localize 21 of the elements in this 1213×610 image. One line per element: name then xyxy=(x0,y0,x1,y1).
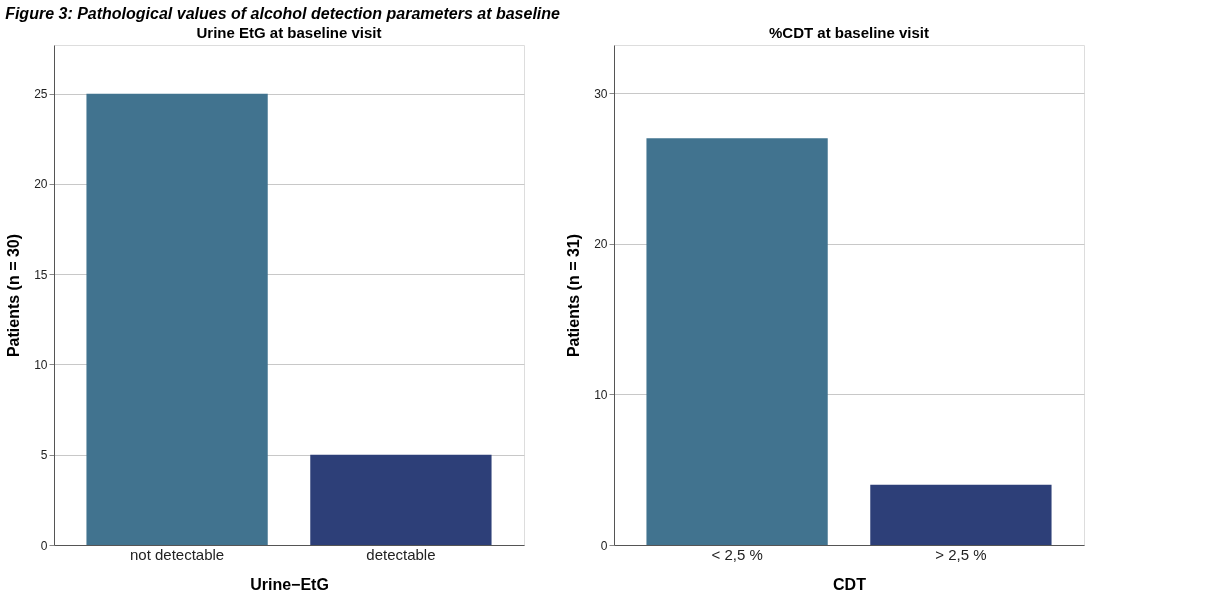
x-axis-title: Urine−EtG xyxy=(250,575,329,593)
y-tick-label: 5 xyxy=(40,448,48,463)
y-tick-label: 15 xyxy=(34,267,48,282)
y-tick-label: 0 xyxy=(600,538,608,553)
x-axis-title: CDT xyxy=(833,575,867,593)
chart-title: %CDT at baseline visit xyxy=(768,24,930,41)
x-tick-label: not detectable xyxy=(129,545,225,563)
x-tick-label: > 2,5 % xyxy=(935,545,987,563)
x-tick-label: detectable xyxy=(366,545,436,563)
y-tick-label: 0 xyxy=(40,538,48,553)
y-tick-label: 30 xyxy=(594,86,608,101)
chart-title: Urine EtG at baseline visit xyxy=(196,24,382,41)
caption: Figure 3: Pathological values of alcohol detection parameters at baseline xyxy=(5,4,561,22)
y-tick-label: 20 xyxy=(34,177,48,192)
y-tick-label: 10 xyxy=(594,387,608,402)
y-tick-label: 20 xyxy=(594,237,608,252)
y-axis-title: Patients (n = 31) xyxy=(565,233,583,358)
y-tick-label: 10 xyxy=(34,357,48,372)
x-tick-label: < 2,5 % xyxy=(711,545,763,563)
y-tick-label: 25 xyxy=(34,87,48,102)
y-axis-title: Patients (n = 30) xyxy=(5,233,23,358)
